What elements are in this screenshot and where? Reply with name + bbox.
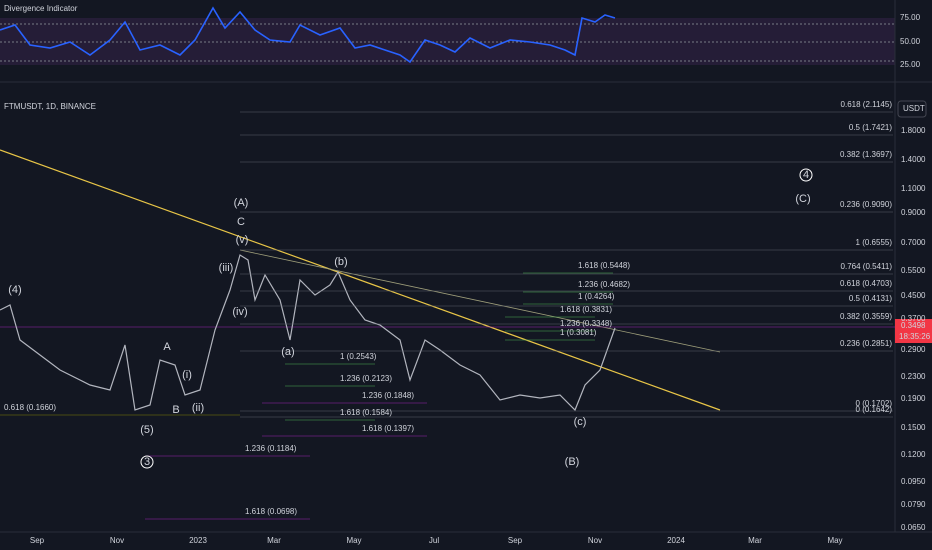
price-axis-label: 0.1200 (901, 450, 926, 459)
price-axis-label: 0.0650 (901, 523, 926, 532)
ext-label: 1.236 (0.1184) (245, 444, 297, 453)
price-tag: 0.3498 (901, 321, 926, 330)
fib-label: 0.764 (0.5411) (841, 262, 893, 271)
ext-label: 1 (0.2543) (340, 352, 377, 361)
wave-label: (B) (565, 456, 580, 468)
time-axis-label: May (827, 536, 842, 545)
price-axis-label: 0.2900 (901, 345, 926, 354)
fib-label: 0.382 (0.3559) (840, 312, 892, 321)
symbol-label: FTMUSDT, 1D, BINANCE (4, 102, 96, 111)
price-axis-label: 0.4500 (901, 291, 926, 300)
trendline (0, 149, 721, 411)
price-tag-bg (895, 319, 932, 343)
price-axis-label: 1.8000 (901, 126, 926, 135)
ext-label: 0.618 (0.1660) (4, 403, 56, 412)
price-axis-label: 0.9000 (901, 208, 926, 217)
price-axis-label: 0.0790 (901, 500, 926, 509)
time-axis-label: Nov (110, 536, 124, 545)
wave-label: 3 (144, 456, 150, 468)
wave-label: (a) (281, 346, 294, 358)
rsi-tick-label: 25.00 (900, 60, 921, 69)
fib-label: 0.618 (2.1145) (841, 100, 893, 109)
wave-label: A (163, 341, 171, 353)
price-axis-label: 0.1500 (901, 423, 926, 432)
time-axis-label: Jul (429, 536, 439, 545)
price-axis-label: 0.5500 (901, 266, 926, 275)
ext-label: 1.236 (0.3348) (560, 319, 612, 328)
price-axis-label: 0.7000 (901, 238, 926, 247)
price-axis-label: 1.1000 (901, 184, 926, 193)
wave-label: (4) (8, 284, 21, 296)
wave-label: (b) (334, 256, 347, 268)
currency-label: USDT (903, 104, 925, 113)
fib-label: 0.236 (0.2851) (840, 339, 892, 348)
wave-label: (v) (236, 234, 249, 246)
wave-label: (C) (795, 193, 810, 205)
wave-circle (140, 455, 154, 469)
price-trace (0, 254, 616, 412)
time-axis-label: May (346, 536, 361, 545)
ext-label: 1 (0.3081) (560, 328, 597, 337)
price-axis-label: 0.0950 (901, 477, 926, 486)
time-axis-label: Sep (30, 536, 45, 545)
ext-label: 1.236 (0.1848) (362, 391, 414, 400)
currency-box[interactable] (897, 100, 927, 118)
fib-label: 0.382 (1.3697) (840, 150, 892, 159)
ext-label: 1.618 (0.1397) (362, 424, 414, 433)
wave-circle (799, 168, 813, 182)
fib-label: 0.618 (0.4703) (840, 279, 892, 288)
wave-label: (5) (140, 424, 153, 436)
wave-label: (A) (234, 197, 249, 209)
fib-label: 1 (0.6555) (856, 238, 893, 247)
indicator-title: Divergence Indicator (4, 4, 78, 13)
time-axis-label: Mar (267, 536, 281, 545)
trendline (239, 249, 721, 353)
rsi-tick-label: 75.00 (900, 13, 921, 22)
fib-label: 0 (0.1702) (856, 399, 893, 408)
wave-label: (i) (182, 369, 192, 381)
price-axis-label: 0.3700 (901, 314, 926, 323)
fib-label: 0.5 (0.4131) (849, 294, 892, 303)
time-axis-label: Sep (508, 536, 523, 545)
rsi-tick-label: 50.00 (900, 37, 921, 46)
ext-label: 1.618 (0.0698) (245, 507, 297, 516)
time-axis-label: Mar (748, 536, 762, 545)
time-axis-label: Nov (588, 536, 602, 545)
wave-label: (c) (574, 416, 587, 428)
ext-label: 1.618 (0.3831) (560, 305, 612, 314)
ext-label: 1.236 (0.2123) (340, 374, 392, 383)
ext-label: 1 (0.4264) (578, 292, 615, 301)
price-axis-label: 0.1900 (901, 394, 926, 403)
ext-label: 1.618 (0.5448) (578, 261, 630, 270)
wave-label: (ii) (192, 402, 204, 414)
wave-label: (iv) (232, 306, 247, 318)
price-axis-label: 1.4000 (901, 155, 926, 164)
fib-label: 0.5 (1.7421) (849, 123, 892, 132)
wave-label: B (172, 404, 179, 416)
wave-label: (iii) (219, 262, 234, 274)
wave-label: 4 (803, 169, 809, 181)
fib-label: 0 (0.1642) (856, 405, 893, 414)
fib-label: 0.236 (0.9090) (840, 200, 892, 209)
ext-label: 1.618 (0.1584) (340, 408, 392, 417)
time-axis-label: 2024 (667, 536, 685, 545)
rsi-trace (0, 6, 616, 64)
time-axis-label: 2023 (189, 536, 207, 545)
ext-label: 1.236 (0.4682) (578, 280, 630, 289)
wave-label: C (237, 216, 245, 228)
price-axis-label: 0.2300 (901, 372, 926, 381)
price-countdown: 18:35:26 (899, 332, 931, 341)
